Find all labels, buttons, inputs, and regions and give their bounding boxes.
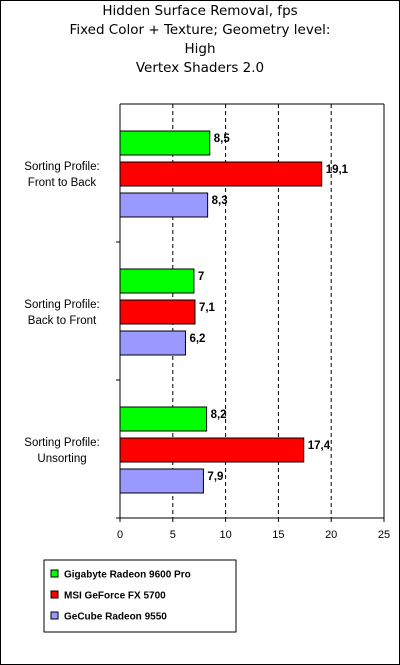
- x-tick-label-20: 20: [325, 529, 337, 541]
- data-label-series-2-category-3: 17,4: [308, 440, 331, 452]
- data-label-series-2-category-1: 19,1: [326, 164, 349, 176]
- legend-box: [43, 559, 237, 633]
- bar-series-2-category-2: [119, 299, 196, 325]
- bar-series-2-category-1: [119, 161, 323, 187]
- x-tick-label-10: 10: [219, 529, 231, 541]
- data-label-series-3-category-1: 8,3: [212, 195, 228, 207]
- data-label-series-1-category-3: 8,2: [211, 409, 227, 421]
- legend-label-1: Gigabyte Radeon 9600 Pro: [64, 570, 191, 581]
- x-tick-label-0: 0: [117, 529, 123, 541]
- category-label-1-line-1: Sorting Profile:: [24, 161, 99, 173]
- bar-series-1-category-2: [119, 268, 195, 294]
- title-line-4: Vertex Shaders 2.0: [135, 60, 265, 76]
- chart-title: Hidden Surface Removal, fps Fixed Color …: [0, 2, 400, 78]
- category-label-2-line-1: Sorting Profile:: [24, 299, 99, 311]
- data-label-series-3-category-2: 6,2: [189, 333, 205, 345]
- x-tick-label-5: 5: [170, 529, 176, 541]
- category-label-3-line-2: Unsorting: [37, 453, 86, 465]
- title-line-3: High: [184, 41, 216, 57]
- title-line-2: Fixed Color + Texture; Geometry level:: [69, 22, 331, 38]
- bar-series-2-category-3: [119, 437, 305, 463]
- data-label-series-1-category-2: 7: [198, 271, 204, 283]
- title-line-1: Hidden Surface Removal, fps: [102, 3, 298, 19]
- bar-series-1-category-3: [119, 406, 208, 432]
- x-tick-label-25: 25: [378, 529, 390, 541]
- data-label-series-3-category-3: 7,9: [207, 471, 223, 483]
- data-label-series-2-category-2: 7,1: [199, 302, 216, 314]
- bar-series-3-category-1: [119, 192, 209, 218]
- legend-swatch-2: [50, 590, 59, 599]
- legend-label-2: MSI GeForce FX 5700: [64, 591, 166, 602]
- category-label-2-line-2: Back to Front: [28, 315, 97, 327]
- bar-series-3-category-3: [119, 468, 204, 494]
- x-tick-label-15: 15: [272, 529, 284, 541]
- bar-series-3-category-2: [119, 330, 186, 356]
- category-label-1-line-2: Front to Back: [28, 177, 97, 189]
- data-label-series-1-category-1: 8,5: [214, 133, 231, 145]
- legend-label-3: GeCube Radeon 9550: [64, 612, 167, 623]
- bar-series-1-category-1: [119, 130, 211, 156]
- legend-swatch-3: [50, 611, 59, 620]
- category-label-3-line-1: Sorting Profile:: [24, 437, 99, 449]
- legend-swatch-1: [50, 569, 59, 578]
